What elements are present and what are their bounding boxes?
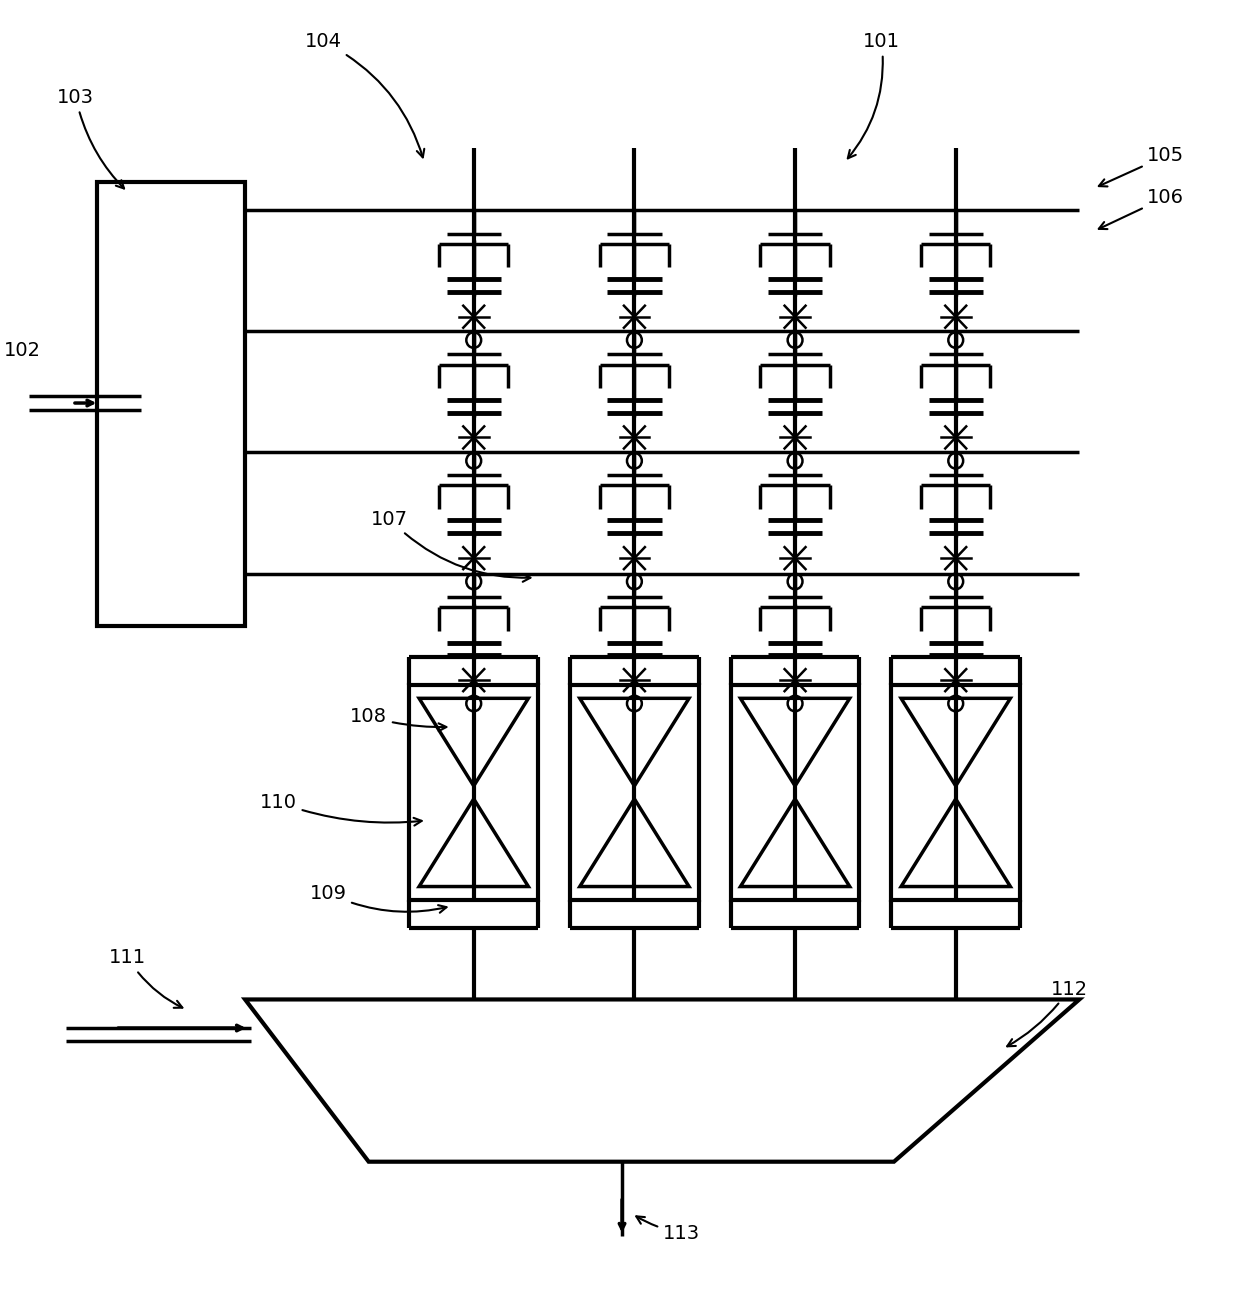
Text: 109: 109 [310,884,446,912]
Text: 102: 102 [4,341,41,360]
Text: 105: 105 [1099,147,1184,187]
Text: 110: 110 [260,793,422,826]
Text: 104: 104 [305,32,424,157]
Text: 103: 103 [57,88,124,188]
Bar [892,685,1021,900]
Bar [730,685,859,900]
Text: 111: 111 [109,949,182,1007]
Bar [97,182,246,626]
Bar [570,685,698,900]
Text: 106: 106 [1099,188,1184,228]
Text: 113: 113 [636,1216,699,1242]
Text: 108: 108 [350,707,446,731]
Text: 112: 112 [1007,980,1087,1046]
Bar [409,685,538,900]
Text: 107: 107 [371,510,531,582]
Text: 101: 101 [848,32,900,158]
